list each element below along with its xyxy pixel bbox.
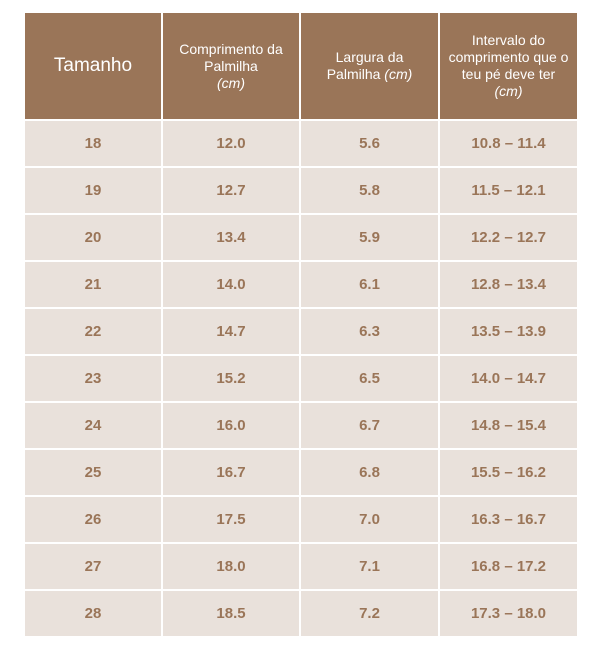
cell-range: 17.3 – 18.0 <box>438 589 579 638</box>
table-row: 25 16.7 6.8 15.5 – 16.2 <box>23 448 579 497</box>
cell-length: 14.0 <box>161 260 301 309</box>
cell-length: 15.2 <box>161 354 301 403</box>
cell-width: 6.8 <box>299 448 440 497</box>
cell-size: 22 <box>23 307 163 356</box>
header-insole-length-unit: (cm) <box>217 74 245 91</box>
cell-width: 7.0 <box>299 495 440 544</box>
cell-range: 13.5 – 13.9 <box>438 307 579 356</box>
cell-width: 6.1 <box>299 260 440 309</box>
cell-size: 23 <box>23 354 163 403</box>
header-insole-width-unit: (cm) <box>384 66 413 82</box>
header-row: Tamanho Comprimento da Palmilha (cm) Lar… <box>23 11 579 121</box>
cell-width: 6.3 <box>299 307 440 356</box>
header-foot-range-unit: (cm) <box>494 83 523 99</box>
header-foot-range-text: Intervalo do comprimento que o teu pé de… <box>448 32 569 82</box>
table-row: 20 13.4 5.9 12.2 – 12.7 <box>23 213 579 262</box>
cell-width: 5.6 <box>299 119 440 168</box>
cell-size: 19 <box>23 166 163 215</box>
cell-length: 18.5 <box>161 589 301 638</box>
header-insole-width: Largura da Palmilha (cm) <box>299 11 440 121</box>
cell-width: 6.5 <box>299 354 440 403</box>
cell-length: 12.0 <box>161 119 301 168</box>
header-insole-length: Comprimento da Palmilha (cm) <box>161 11 301 121</box>
table-row: 19 12.7 5.8 11.5 – 12.1 <box>23 166 579 215</box>
table-row: 21 14.0 6.1 12.8 – 13.4 <box>23 260 579 309</box>
cell-width: 6.7 <box>299 401 440 450</box>
cell-width: 5.8 <box>299 166 440 215</box>
cell-width: 7.1 <box>299 542 440 591</box>
cell-width: 7.2 <box>299 589 440 638</box>
cell-range: 10.8 – 11.4 <box>438 119 579 168</box>
table-row: 28 18.5 7.2 17.3 – 18.0 <box>23 589 579 638</box>
table-row: 22 14.7 6.3 13.5 – 13.9 <box>23 307 579 356</box>
cell-range: 16.8 – 17.2 <box>438 542 579 591</box>
header-foot-range: Intervalo do comprimento que o teu pé de… <box>438 11 579 121</box>
cell-range: 12.2 – 12.7 <box>438 213 579 262</box>
cell-length: 13.4 <box>161 213 301 262</box>
cell-range: 16.3 – 16.7 <box>438 495 579 544</box>
cell-size: 21 <box>23 260 163 309</box>
table-row: 23 15.2 6.5 14.0 – 14.7 <box>23 354 579 403</box>
cell-range: 14.0 – 14.7 <box>438 354 579 403</box>
cell-size: 28 <box>23 589 163 638</box>
cell-length: 14.7 <box>161 307 301 356</box>
header-size: Tamanho <box>23 11 163 121</box>
cell-range: 12.8 – 13.4 <box>438 260 579 309</box>
cell-width: 5.9 <box>299 213 440 262</box>
table-row: 26 17.5 7.0 16.3 – 16.7 <box>23 495 579 544</box>
cell-range: 14.8 – 15.4 <box>438 401 579 450</box>
cell-size: 18 <box>23 119 163 168</box>
cell-length: 17.5 <box>161 495 301 544</box>
cell-size: 20 <box>23 213 163 262</box>
cell-length: 16.0 <box>161 401 301 450</box>
header-insole-width-text: Largura da Palmilha <box>326 49 404 82</box>
header-insole-length-text: Comprimento da Palmilha <box>179 40 283 74</box>
table-row: 18 12.0 5.6 10.8 – 11.4 <box>23 119 579 168</box>
cell-length: 16.7 <box>161 448 301 497</box>
table-row: 27 18.0 7.1 16.8 – 17.2 <box>23 542 579 591</box>
cell-size: 25 <box>23 448 163 497</box>
table-row: 24 16.0 6.7 14.8 – 15.4 <box>23 401 579 450</box>
cell-range: 11.5 – 12.1 <box>438 166 579 215</box>
cell-length: 18.0 <box>161 542 301 591</box>
size-chart-table: Tamanho Comprimento da Palmilha (cm) Lar… <box>23 11 579 638</box>
cell-size: 26 <box>23 495 163 544</box>
cell-size: 24 <box>23 401 163 450</box>
cell-length: 12.7 <box>161 166 301 215</box>
cell-size: 27 <box>23 542 163 591</box>
cell-range: 15.5 – 16.2 <box>438 448 579 497</box>
